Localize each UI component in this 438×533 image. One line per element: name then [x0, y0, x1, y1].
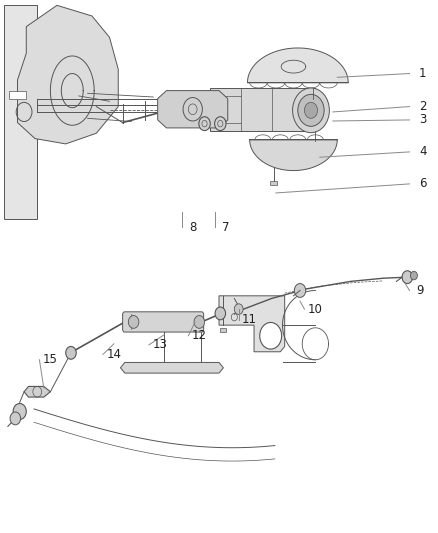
Polygon shape: [210, 88, 315, 131]
Circle shape: [293, 88, 329, 133]
Circle shape: [194, 316, 205, 328]
Polygon shape: [9, 91, 26, 99]
Text: 13: 13: [152, 338, 167, 351]
Circle shape: [294, 284, 306, 297]
Text: 10: 10: [308, 303, 323, 316]
Circle shape: [66, 346, 76, 359]
Text: 9: 9: [417, 284, 424, 297]
Circle shape: [410, 271, 417, 280]
Polygon shape: [270, 181, 277, 185]
Polygon shape: [158, 91, 228, 128]
Polygon shape: [220, 328, 226, 332]
Circle shape: [298, 94, 324, 126]
Text: 1: 1: [419, 67, 427, 80]
Text: 8: 8: [189, 221, 196, 233]
Text: 14: 14: [106, 348, 121, 361]
Polygon shape: [18, 5, 118, 144]
Circle shape: [215, 117, 226, 131]
Text: 3: 3: [419, 114, 426, 126]
Polygon shape: [219, 296, 285, 352]
Text: 12: 12: [192, 329, 207, 342]
Text: 7: 7: [222, 221, 230, 233]
Polygon shape: [24, 386, 50, 397]
Circle shape: [10, 412, 21, 425]
Circle shape: [260, 322, 282, 349]
Polygon shape: [120, 362, 223, 373]
Circle shape: [199, 117, 210, 131]
FancyBboxPatch shape: [123, 312, 204, 332]
Circle shape: [304, 102, 318, 118]
Text: 15: 15: [43, 353, 58, 366]
Text: 4: 4: [419, 146, 427, 158]
Polygon shape: [247, 48, 348, 83]
Circle shape: [215, 307, 226, 320]
Circle shape: [234, 304, 243, 314]
Text: 11: 11: [242, 313, 257, 326]
Polygon shape: [250, 140, 337, 171]
Circle shape: [13, 403, 26, 419]
Circle shape: [402, 271, 413, 284]
Polygon shape: [4, 5, 37, 219]
Text: 2: 2: [419, 100, 427, 113]
Circle shape: [128, 316, 139, 328]
Text: 6: 6: [419, 177, 427, 190]
